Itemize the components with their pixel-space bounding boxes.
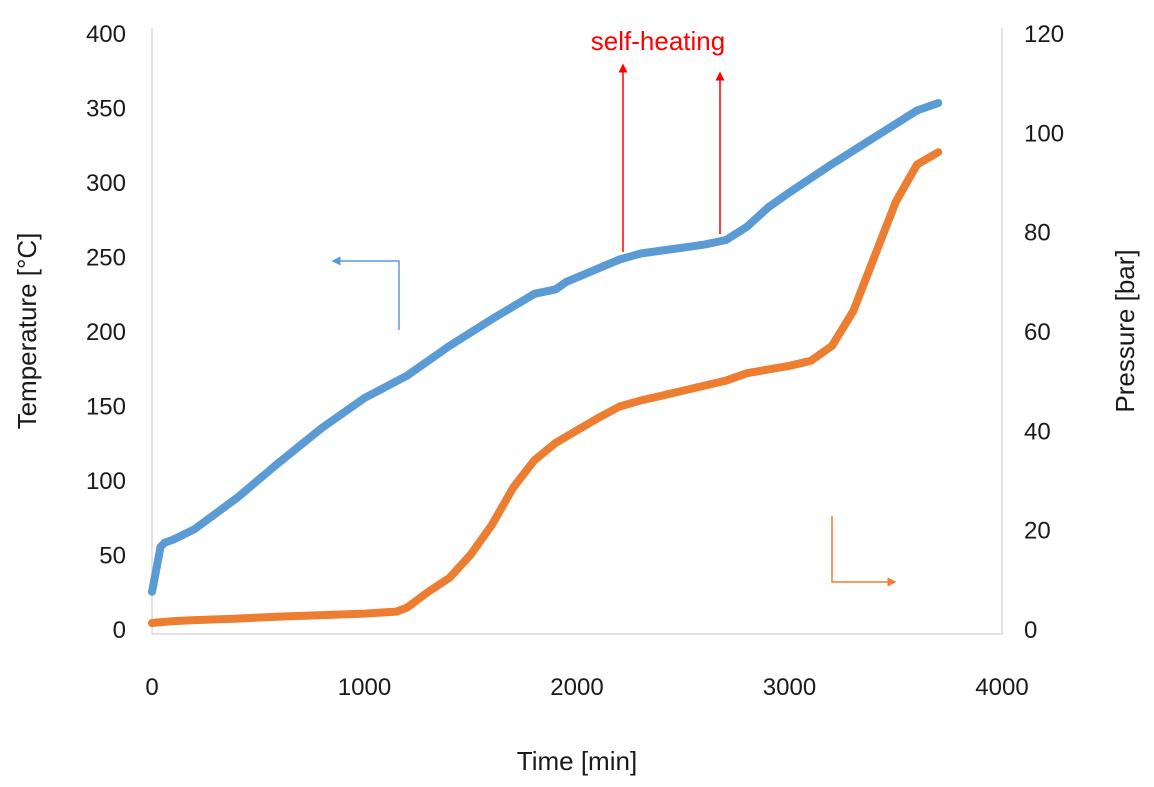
left-y-tick-label: 100	[86, 468, 126, 495]
right-y-tick-label: 80	[1024, 220, 1051, 247]
pressure-series-line	[148, 148, 943, 627]
left-axis-title: Temperature [°C]	[12, 233, 42, 430]
x-axis-title: Time [min]	[517, 746, 637, 776]
right-y-tick-label: 100	[1024, 120, 1064, 147]
ticks-layer: 0 1000 2000 3000 400005010015020025030035040…	[86, 21, 1064, 701]
x-tick-label: 3000	[763, 674, 816, 701]
temperature-axis-indicator-arrow	[331, 256, 400, 330]
right-y-tick-label: 0	[1024, 617, 1037, 644]
x-tick-label: 1000	[338, 674, 391, 701]
self-heating-label: self-heating	[591, 26, 725, 56]
left-y-tick-label: 350	[86, 96, 126, 123]
left-y-tick-label: 0	[113, 617, 126, 644]
right-y-tick-label: 40	[1024, 418, 1051, 445]
right-y-tick-label: 120	[1024, 21, 1064, 48]
x-tick-label: 4000	[975, 674, 1028, 701]
right-y-tick-label: 60	[1024, 319, 1051, 346]
left-y-tick-label: 150	[86, 394, 126, 421]
pressure-axis-indicator-arrow	[831, 516, 897, 587]
temperature-series-line	[148, 99, 943, 596]
left-y-tick-label: 400	[86, 21, 126, 48]
left-y-tick-label: 50	[99, 543, 126, 570]
left-y-tick-label: 250	[86, 245, 126, 272]
series-layer	[148, 99, 943, 627]
x-tick-label: 0	[145, 674, 158, 701]
right-axis-title: Pressure [bar]	[1110, 249, 1140, 412]
x-tick-label: 2000	[550, 674, 603, 701]
left-y-tick-label: 200	[86, 319, 126, 346]
left-y-tick-label: 300	[86, 170, 126, 197]
right-y-tick-label: 20	[1024, 518, 1051, 545]
